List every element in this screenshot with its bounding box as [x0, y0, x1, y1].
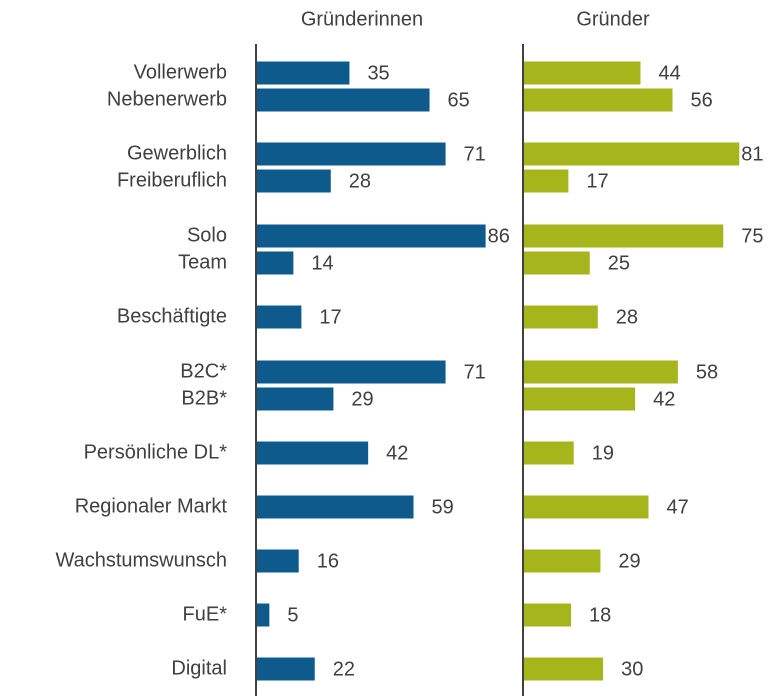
bar [256, 224, 486, 248]
value-label: 59 [432, 496, 454, 518]
value-label: 86 [488, 225, 510, 247]
value-label: 25 [608, 252, 630, 274]
value-label: 47 [666, 496, 688, 518]
value-label: 81 [741, 143, 763, 165]
value-label: 65 [448, 89, 470, 111]
bar [523, 88, 673, 112]
bar [256, 495, 414, 519]
category-label: Persönliche DL* [84, 441, 228, 463]
bar [256, 251, 294, 275]
value-label: 42 [653, 388, 675, 410]
category-label: Regionaler Markt [75, 495, 228, 517]
bar [523, 549, 601, 573]
bar [256, 603, 270, 627]
category-label: Wachstumswunsch [55, 549, 227, 571]
bar [256, 61, 350, 85]
bar [523, 657, 604, 681]
bar [523, 142, 740, 166]
category-label: Beschäftigte [117, 305, 227, 327]
value-label: 16 [317, 550, 339, 572]
bar [256, 305, 302, 329]
bar [523, 495, 649, 519]
category-label: B2C* [180, 360, 227, 382]
value-label: 71 [464, 361, 486, 383]
bar [523, 61, 641, 85]
bar [256, 88, 430, 112]
bar [523, 224, 724, 248]
value-label: 28 [349, 170, 371, 192]
bar [256, 142, 446, 166]
category-label: Digital [171, 657, 227, 679]
category-label: FuE* [183, 603, 228, 625]
bar [523, 305, 598, 329]
bar [256, 360, 446, 384]
series-title: Gründerinnen [301, 8, 423, 30]
value-label: 29 [351, 388, 373, 410]
value-label: 14 [311, 252, 333, 274]
value-label: 35 [367, 62, 389, 84]
bar [523, 169, 569, 193]
category-label: B2B* [181, 387, 227, 409]
bar [256, 657, 315, 681]
category-label: Gewerblich [127, 142, 227, 164]
series-title: Gründer [576, 8, 650, 30]
value-label: 58 [696, 361, 718, 383]
bar [523, 387, 636, 411]
value-label: 19 [592, 442, 614, 464]
category-label: Vollerwerb [134, 61, 227, 83]
value-label: 17 [586, 170, 608, 192]
value-label: 5 [287, 604, 298, 626]
bar [523, 251, 590, 275]
value-label: 17 [319, 306, 341, 328]
value-label: 42 [386, 442, 408, 464]
bar [256, 441, 369, 465]
bar [256, 549, 299, 573]
category-label: Solo [187, 224, 227, 246]
bar [523, 603, 572, 627]
bar [256, 387, 334, 411]
value-label: 28 [616, 306, 638, 328]
value-label: 18 [589, 604, 611, 626]
category-label: Freiberuflich [117, 169, 227, 191]
value-label: 75 [741, 225, 763, 247]
bar [523, 360, 678, 384]
value-label: 71 [464, 143, 486, 165]
category-label: Team [178, 251, 227, 273]
value-label: 30 [621, 658, 643, 680]
category-label: Nebenerwerb [107, 88, 227, 110]
value-label: 22 [333, 658, 355, 680]
value-label: 56 [691, 89, 713, 111]
bar [256, 169, 331, 193]
bar [523, 441, 574, 465]
value-label: 29 [618, 550, 640, 572]
value-label: 44 [658, 62, 680, 84]
